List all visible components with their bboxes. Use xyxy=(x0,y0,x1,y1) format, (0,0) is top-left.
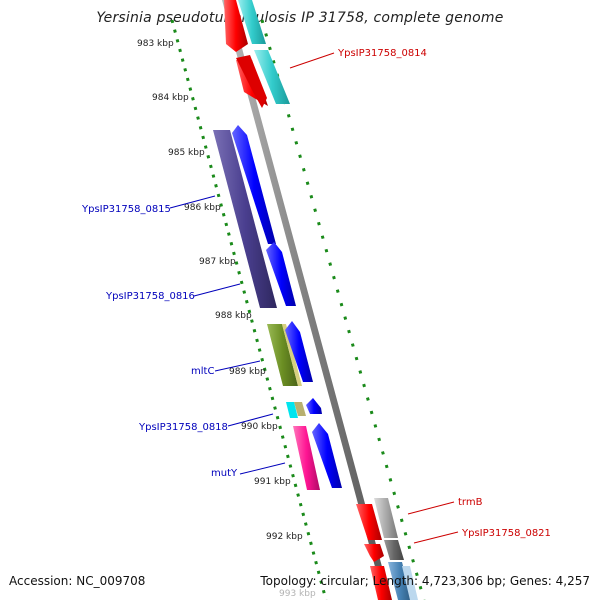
cds-0818 xyxy=(306,398,322,414)
cds-0816 xyxy=(266,242,296,306)
cog-lightblue-bottom xyxy=(402,566,418,600)
label-trmb[interactable]: trmB xyxy=(458,497,483,508)
kbp-ticks: 983 kbp 984 kbp 985 kbp 986 kbp 987 kbp … xyxy=(137,39,316,599)
cds-red-top-2b xyxy=(236,55,267,108)
cog-gray-trmb xyxy=(374,498,398,538)
leader-muty xyxy=(239,462,286,475)
tick-992: 992 kbp xyxy=(266,532,303,542)
map-title: Yersinia pseudotuberculosis IP 31758, co… xyxy=(96,10,504,26)
label-muty[interactable]: mutY xyxy=(211,468,238,479)
leader-trmb xyxy=(407,501,455,515)
cog-tan-0818 xyxy=(294,402,306,416)
tick-984: 984 kbp xyxy=(152,93,189,103)
cds-0815 xyxy=(232,125,276,244)
cog-cyan-top-2 xyxy=(254,50,290,104)
tick-988: 988 kbp xyxy=(215,311,252,321)
cog-cyan-top-1 xyxy=(238,0,266,44)
tick-990: 990 kbp xyxy=(241,422,278,432)
cog-steel-bottom xyxy=(388,562,412,600)
leader-0818 xyxy=(227,413,274,427)
cds-muty xyxy=(312,423,342,488)
accession-text: Accession: NC_009708 xyxy=(9,574,146,588)
cog-purple-bar xyxy=(213,130,277,308)
tick-985: 985 kbp xyxy=(168,148,205,158)
tick-993: 993 kbp xyxy=(279,589,316,599)
leader-0816 xyxy=(193,283,241,297)
tick-987: 987 kbp xyxy=(199,257,236,267)
tick-991: 991 kbp xyxy=(254,477,291,487)
cog-olive-mltc xyxy=(267,324,298,386)
cds-red-top-1 xyxy=(224,0,248,52)
cog-pink-muty xyxy=(293,426,320,490)
leader-0821 xyxy=(413,531,459,544)
gene-labels: YpsIP31758_0814 YpsIP31758_0815 YpsIP317… xyxy=(81,48,551,544)
label-0815[interactable]: YpsIP31758_0815 xyxy=(81,204,171,215)
label-0816[interactable]: YpsIP31758_0816 xyxy=(105,291,195,302)
cds-red-bottom xyxy=(370,566,392,600)
leader-0815 xyxy=(169,195,216,209)
leader-0814 xyxy=(289,52,335,69)
label-0818[interactable]: YpsIP31758_0818 xyxy=(138,422,228,433)
tick-989: 989 kbp xyxy=(229,367,266,377)
cds-mltc xyxy=(285,321,313,382)
genome-backbone xyxy=(222,0,391,600)
label-0814[interactable]: YpsIP31758_0814 xyxy=(337,48,427,59)
cds-0821 xyxy=(364,544,384,562)
tick-986: 986 kbp xyxy=(184,203,221,213)
label-0821[interactable]: YpsIP31758_0821 xyxy=(461,528,551,539)
gc-ring-outer xyxy=(260,19,426,600)
cog-darkgray-0821 xyxy=(384,540,404,560)
genome-summary-text: Topology: circular; Length: 4,723,306 bp… xyxy=(260,574,590,588)
leader-mltc xyxy=(214,360,261,372)
cds-trmb xyxy=(356,504,382,540)
label-mltc[interactable]: mltC xyxy=(191,366,214,377)
cog-cyan-0818 xyxy=(286,402,298,418)
tick-983: 983 kbp xyxy=(137,39,174,49)
gc-ring-inner xyxy=(170,19,328,600)
cog-olive-mltc-edge xyxy=(282,324,302,386)
